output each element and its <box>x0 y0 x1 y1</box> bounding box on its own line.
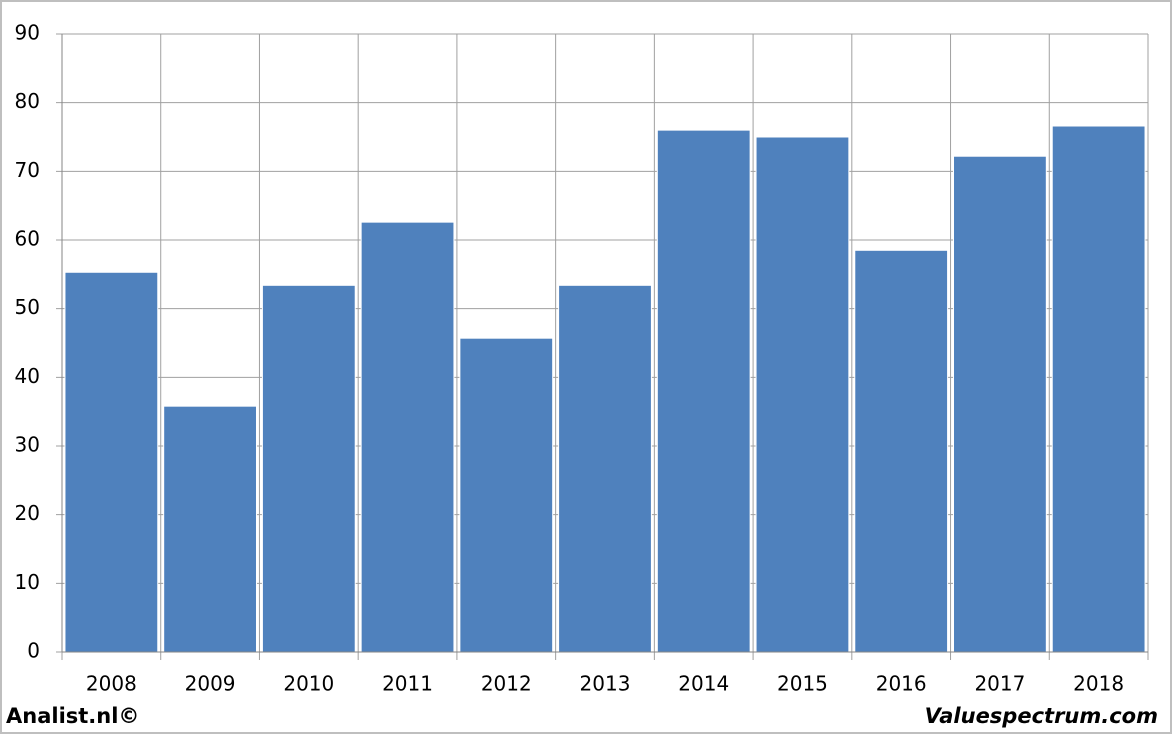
x-tick-label: 2015 <box>777 672 828 696</box>
bar <box>459 337 554 653</box>
bar <box>360 221 455 653</box>
x-tick-label: 2013 <box>580 672 631 696</box>
x-tick-label: 2009 <box>185 672 236 696</box>
footer-right: Valuespectrum.com <box>925 704 1158 728</box>
bar <box>558 284 652 653</box>
bar <box>755 136 850 653</box>
bar <box>953 155 1047 653</box>
y-tick-label: 80 <box>15 89 40 113</box>
y-tick-label: 20 <box>15 501 40 525</box>
y-tick-label: 90 <box>15 21 40 45</box>
x-tick-label: 2014 <box>678 672 729 696</box>
bar <box>163 405 257 653</box>
y-tick-label: 70 <box>15 158 40 182</box>
x-tick-label: 2011 <box>382 672 433 696</box>
bar <box>261 284 356 653</box>
bar <box>656 129 751 653</box>
x-tick-label: 2016 <box>876 672 927 696</box>
x-tick-label: 2012 <box>481 672 532 696</box>
bar <box>854 249 949 653</box>
x-tick-label: 2008 <box>86 672 137 696</box>
bar <box>1051 125 1146 653</box>
y-tick-label: 30 <box>15 433 40 457</box>
y-tick-label: 60 <box>15 227 40 251</box>
y-tick-label: 50 <box>15 295 40 319</box>
bar <box>64 271 159 653</box>
x-tick-label: 2010 <box>283 672 334 696</box>
footer-left: Analist.nl© <box>6 704 139 728</box>
y-tick-label: 10 <box>15 570 40 594</box>
y-tick-label: 40 <box>15 364 40 388</box>
x-tick-label: 2017 <box>974 672 1025 696</box>
x-tick-label: 2018 <box>1073 672 1124 696</box>
y-tick-label: 0 <box>27 639 40 663</box>
